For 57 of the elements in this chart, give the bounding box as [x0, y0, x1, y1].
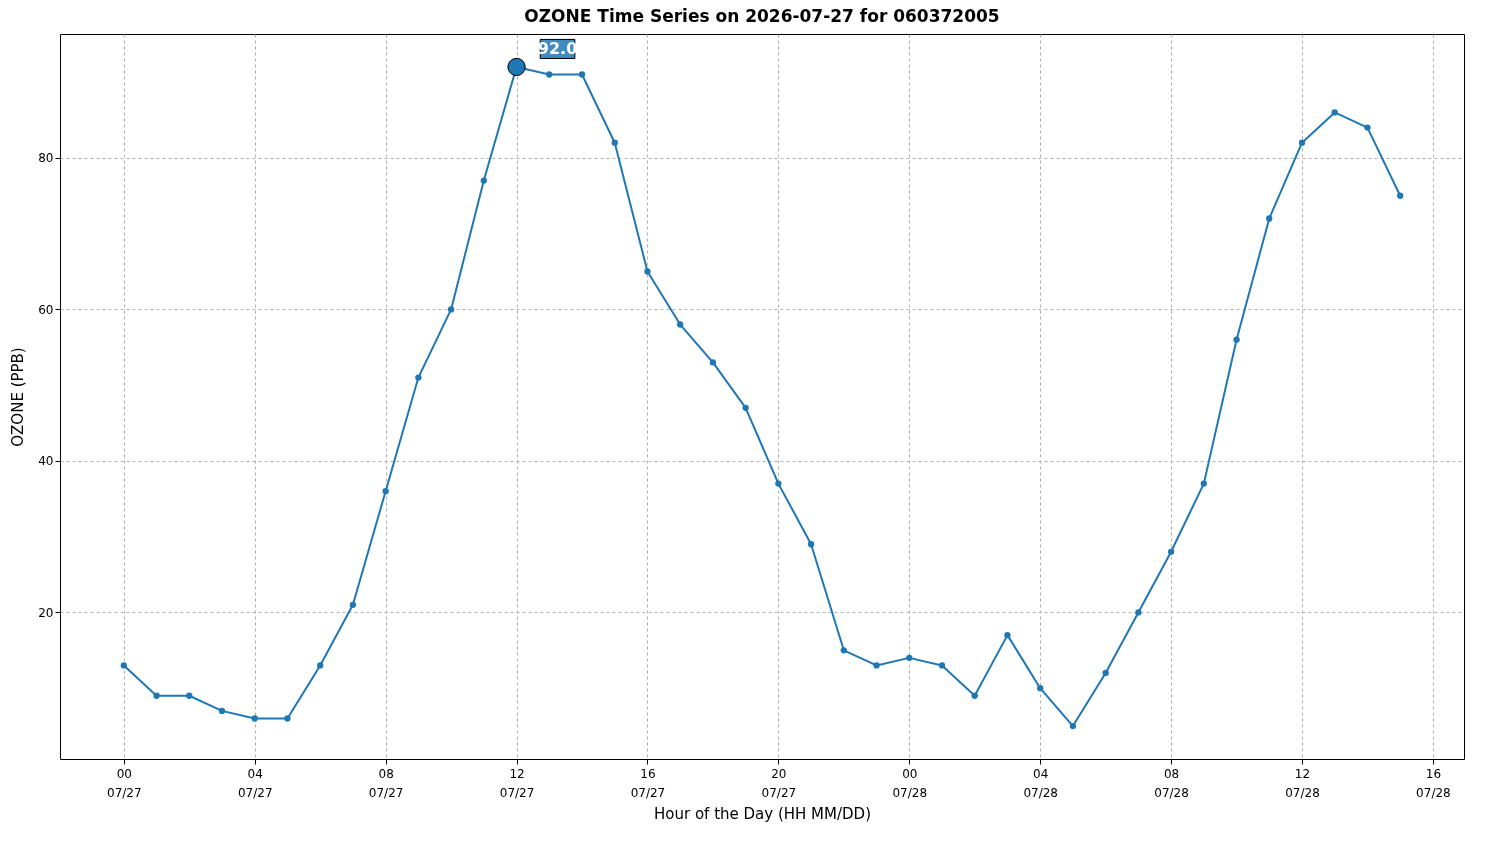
x-axis-title: Hour of the Day (HH MM/DD): [654, 804, 871, 823]
point: [644, 268, 651, 275]
point: [1266, 215, 1273, 222]
y-tick-label: 20: [38, 605, 54, 620]
point: [1102, 669, 1109, 677]
point: [480, 177, 487, 184]
point: [906, 654, 913, 662]
point: [677, 321, 684, 328]
x-tick-label: 00 07/27: [107, 766, 142, 800]
chart-title: OZONE Time Series on 2026-07-27 for 060372005: [524, 6, 1000, 26]
point: [447, 306, 455, 313]
x-tick-label: 04 07/28: [1023, 766, 1058, 800]
point: [349, 601, 357, 608]
point: [1135, 609, 1142, 616]
x-tick-label: 12 07/28: [1285, 766, 1320, 800]
x-tick-label: 08 07/27: [368, 766, 404, 800]
x-tick-label: 20 07/27: [761, 766, 797, 800]
point: [415, 374, 422, 381]
x-tick-label: 12 07/27: [499, 766, 535, 800]
point: [578, 71, 586, 78]
point: [120, 662, 127, 669]
y-axis-title: OZONE (PPB): [9, 347, 28, 447]
point: [1200, 480, 1207, 487]
point: [1331, 109, 1338, 116]
point: [807, 541, 815, 548]
y-tick-label: 60: [38, 302, 54, 317]
point: [1167, 548, 1175, 555]
point: [873, 662, 880, 669]
x-tick-label: 04 07/27: [237, 766, 273, 800]
point: [1037, 685, 1044, 692]
x-tick-label: 16 07/28: [1416, 766, 1451, 800]
point: [775, 480, 782, 487]
x-tick-label: 00 07/28: [892, 766, 928, 800]
point: [840, 647, 847, 654]
y-tick-label: 40: [38, 454, 54, 469]
point: [153, 692, 160, 699]
point: [971, 692, 978, 699]
point: [382, 488, 389, 495]
point: [709, 359, 717, 366]
point: [1069, 722, 1077, 730]
point: [1298, 139, 1306, 146]
point: [186, 692, 193, 699]
point: [546, 71, 553, 78]
point: [284, 715, 291, 722]
point: [251, 715, 258, 722]
point: [611, 139, 618, 146]
point: [1233, 336, 1240, 343]
point: [1004, 631, 1011, 639]
point: [218, 707, 226, 715]
point: [938, 662, 946, 669]
point: [317, 662, 324, 669]
y-tick-label: 80: [38, 151, 54, 166]
x-tick-label: 16 07/27: [630, 766, 666, 800]
point: [1364, 124, 1371, 131]
x-tick-label: 08 07/28: [1154, 766, 1189, 800]
point: [1397, 192, 1404, 199]
point: [742, 404, 749, 412]
